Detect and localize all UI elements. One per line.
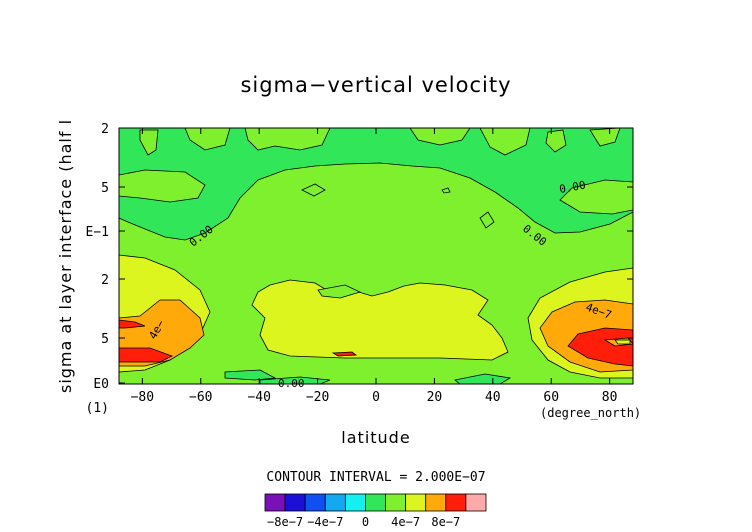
contour-island xyxy=(301,183,326,197)
contour-island xyxy=(479,211,495,229)
contour-island-upper xyxy=(409,128,471,146)
contour-field xyxy=(119,128,633,384)
contour-band-green-right xyxy=(559,179,633,215)
y-extra-label: (1) xyxy=(86,401,109,416)
colorbar-tick-label: 0 xyxy=(362,515,369,529)
colorbar-swatch xyxy=(445,493,467,512)
contour-island-upper xyxy=(479,128,531,156)
contour-island-upper xyxy=(139,129,159,156)
x-tick-label: −80 xyxy=(131,390,154,405)
contour-band-red-right xyxy=(567,327,633,367)
contour-hole-right-yellow xyxy=(614,339,631,345)
contour-band-green-bottom xyxy=(454,373,512,384)
y-axis: 2 5 E−1 2 5 E0 (1) xyxy=(86,122,633,416)
colorbar-swatch xyxy=(425,493,447,512)
x-tick-label: −60 xyxy=(189,390,212,405)
contour-sliver-center xyxy=(331,351,358,357)
colorbar-swatch xyxy=(405,493,427,512)
y-tick-label: E0 xyxy=(93,377,109,392)
y-axis-label: sigma at layer interface (half l xyxy=(56,119,75,393)
contour-band-green-upper xyxy=(119,128,633,241)
contour-interval-text: CONTOUR INTERVAL = 2.000E−07 xyxy=(266,470,485,485)
colorbar-tick-label: 8e−7 xyxy=(431,515,460,529)
x-tick-label: −40 xyxy=(247,390,270,405)
colorbar-swatch xyxy=(344,493,366,512)
contour-band-red-left xyxy=(119,347,174,363)
contour-band-green-bottom xyxy=(259,376,331,384)
contour-island-upper xyxy=(545,129,567,153)
contour-island xyxy=(441,187,451,194)
contour-band-green-left xyxy=(119,169,206,203)
x-tick-label: 60 xyxy=(543,390,559,405)
x-tick-label: 40 xyxy=(485,390,501,405)
chart-title: sigma−vertical velocity xyxy=(240,73,511,97)
colorbar-tick-label: −4e−7 xyxy=(307,515,343,529)
y-tick-label: E−1 xyxy=(86,225,109,240)
x-tick-label: −20 xyxy=(306,390,329,405)
contour-hole-center xyxy=(317,284,362,299)
colorbar-swatch xyxy=(365,493,386,512)
contour-island-upper xyxy=(184,128,231,151)
x-unit-label: (degree_north) xyxy=(540,406,641,420)
y-tick-label: 5 xyxy=(101,332,109,347)
contour-band-red-left-upper xyxy=(119,319,146,329)
y-tick-label: 2 xyxy=(101,122,109,137)
contour-band-green-bottom xyxy=(224,369,277,381)
colorbar-swatch xyxy=(284,493,306,512)
colorbar-tick-label: −8e−7 xyxy=(267,515,303,529)
colorbar-tick-label: 4e−7 xyxy=(391,515,420,529)
colorbar-swatch xyxy=(324,493,346,512)
colorbar-swatch xyxy=(264,493,286,512)
x-axis: −80 −60 −40 −20 0 20 40 60 80 xyxy=(131,128,618,405)
y-tick-label: 2 xyxy=(101,273,109,288)
colorbar-swatch xyxy=(304,493,326,512)
x-axis-label: latitude xyxy=(341,428,410,447)
x-tick-label: 80 xyxy=(602,390,618,405)
x-tick-label: 0 xyxy=(372,390,380,405)
colorbar-swatch xyxy=(385,493,407,512)
contour-label: 0.00 xyxy=(558,179,586,196)
y-tick-label: 5 xyxy=(101,181,109,196)
colorbar: −8e−7 −4e−7 0 4e−7 8e−7 xyxy=(264,493,487,529)
contour-island-upper xyxy=(244,128,331,151)
colorbar-swatch xyxy=(465,493,487,512)
x-tick-label: 20 xyxy=(427,390,443,405)
